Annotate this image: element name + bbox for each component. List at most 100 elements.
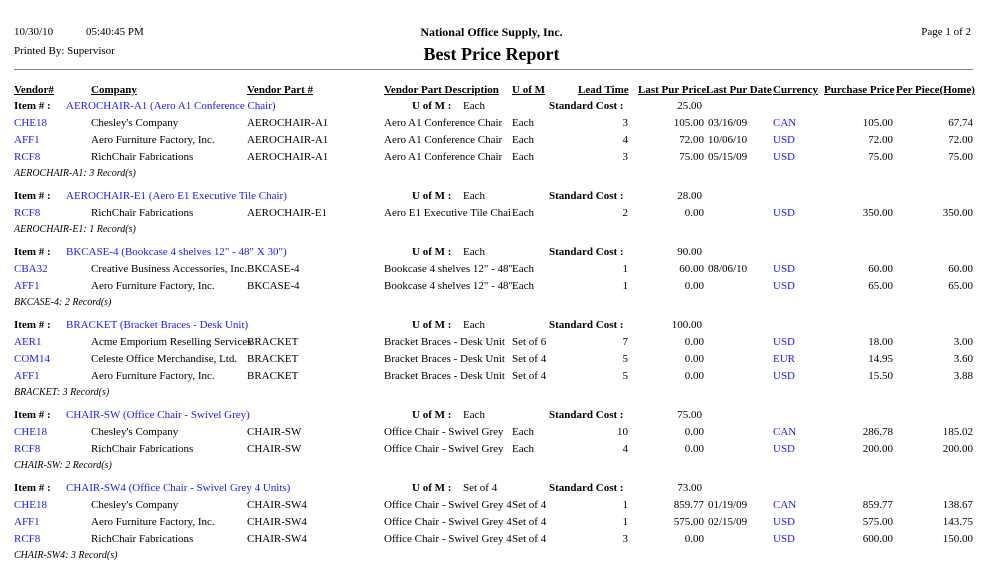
uofm: Each bbox=[512, 151, 534, 163]
col-currency: Currency bbox=[773, 84, 819, 96]
vendor-link[interactable]: CHE18 bbox=[14, 426, 47, 438]
uofm: Each bbox=[512, 280, 534, 292]
uofm-label: U of M : bbox=[412, 319, 452, 331]
currency: USD bbox=[773, 443, 796, 455]
vendor-link[interactable]: AER1 bbox=[14, 336, 42, 348]
vendor-part: AEROCHAIR-E1 bbox=[247, 207, 328, 219]
vendor-link[interactable]: AFF1 bbox=[14, 280, 40, 292]
std-cost-label: Standard Cost : bbox=[549, 409, 624, 421]
item-label: Item # : bbox=[14, 190, 51, 202]
company: Celeste Office Merchandise, Ltd. bbox=[91, 353, 238, 365]
part-description: Office Chair - Swivel Grey bbox=[384, 426, 504, 438]
col-last-date: Last Pur Date bbox=[706, 84, 772, 96]
item-link[interactable]: CHAIR-SW4 (Office Chair - Swivel Grey 4 … bbox=[66, 482, 291, 494]
item-header: Item # : AEROCHAIR-A1 (Aero A1 Conference… bbox=[0, 98, 983, 115]
part-description: Aero A1 Conference Chair bbox=[384, 134, 503, 146]
record-count: AEROCHAIR-A1: 3 Record(s) bbox=[14, 168, 136, 179]
vendor-link[interactable]: RCF8 bbox=[14, 533, 41, 545]
vendor-link[interactable]: RCF8 bbox=[14, 207, 41, 219]
col-lead: Lead Time bbox=[578, 84, 629, 96]
vendor-part: AEROCHAIR-A1 bbox=[247, 134, 329, 146]
vendor-row: AFF1 Aero Furniture Factory, Inc. BKCASE-4… bbox=[0, 278, 983, 295]
item-link[interactable]: BKCASE-4 (Bookcase 4 shelves 12" - 48" X… bbox=[66, 246, 287, 258]
part-description: Bracket Braces - Desk Unit bbox=[384, 336, 505, 348]
vendor-link[interactable]: COM14 bbox=[14, 353, 51, 365]
item-group: Item # : CHAIR-SW (Office Chair - Swivel … bbox=[0, 407, 983, 475]
vendor-row: RCF8 RichChair Fabrications AEROCHAIR-A1 Ae… bbox=[0, 149, 983, 166]
currency: CAN bbox=[773, 499, 797, 511]
company: RichChair Fabrications bbox=[91, 207, 194, 219]
uofm: Each bbox=[512, 443, 534, 455]
currency: USD bbox=[773, 263, 796, 275]
last-pur-price: 0.00 bbox=[684, 353, 704, 365]
item-header: Item # : AEROCHAIR-E1 (Aero E1 Executive … bbox=[0, 188, 983, 205]
uofm-label: U of M : bbox=[412, 100, 452, 112]
uofm: Set of 4 bbox=[512, 353, 547, 365]
item-link[interactable]: AEROCHAIR-A1 (Aero A1 Conference Chair) bbox=[66, 100, 276, 112]
page-number: Page 1 of 2 bbox=[921, 26, 971, 38]
currency: USD bbox=[773, 516, 796, 528]
vendor-link[interactable]: CBA32 bbox=[14, 263, 48, 275]
lead-time: 4 bbox=[622, 443, 629, 455]
record-count: AEROCHAIR-E1: 1 Record(s) bbox=[14, 224, 136, 235]
vendor-row: RCF8 RichChair Fabrications CHAIR-SW Office… bbox=[0, 441, 983, 458]
vendor-part: CHAIR-SW4 bbox=[247, 499, 307, 511]
lead-time: 1 bbox=[622, 263, 629, 275]
lead-time: 1 bbox=[622, 280, 629, 292]
vendor-row: RCF8 RichChair Fabrications CHAIR-SW4 Offic… bbox=[0, 531, 983, 548]
per-piece-home: 138.67 bbox=[942, 499, 973, 511]
vendor-link[interactable]: CHE18 bbox=[14, 499, 47, 511]
item-link[interactable]: CHAIR-SW (Office Chair - Swivel Grey) bbox=[66, 409, 250, 421]
purchase-price: 350.00 bbox=[862, 207, 893, 219]
vendor-part: AEROCHAIR-A1 bbox=[247, 117, 329, 129]
part-description: Office Chair - Swivel Grey 4 U bbox=[384, 516, 512, 528]
vendor-link[interactable]: AFF1 bbox=[14, 516, 40, 528]
vendor-link[interactable]: AFF1 bbox=[14, 134, 40, 146]
item-link[interactable]: BRACKET (Bracket Braces - Desk Unit) bbox=[66, 319, 249, 331]
group-summary-row: CHAIR-SW: 2 Record(s) bbox=[0, 458, 983, 475]
item-label: Item # : bbox=[14, 482, 51, 494]
std-cost-label: Standard Cost : bbox=[549, 100, 624, 112]
per-piece-home: 72.00 bbox=[948, 134, 973, 146]
currency: USD bbox=[773, 370, 796, 382]
last-pur-price: 575.00 bbox=[673, 516, 704, 528]
col-per-piece: Per Piece(Home) bbox=[896, 84, 975, 96]
last-pur-price: 0.00 bbox=[684, 280, 704, 292]
uofm: Set of 4 bbox=[512, 370, 547, 382]
per-piece-home: 3.60 bbox=[953, 353, 973, 365]
vendor-link[interactable]: RCF8 bbox=[14, 151, 41, 163]
last-pur-price: 0.00 bbox=[684, 207, 704, 219]
item-uofm: Each bbox=[463, 100, 485, 112]
printed-by: Printed By: Supervisor bbox=[14, 45, 115, 57]
record-count: BKCASE-4: 2 Record(s) bbox=[14, 297, 112, 308]
company: Chesley's Company bbox=[91, 499, 179, 511]
item-link[interactable]: AEROCHAIR-E1 (Aero E1 Executive Tile Cha… bbox=[66, 190, 287, 202]
per-piece-home: 150.00 bbox=[942, 533, 973, 545]
purchase-price: 14.95 bbox=[868, 353, 893, 365]
company: Aero Furniture Factory, Inc. bbox=[91, 370, 215, 382]
std-cost-value: 73.00 bbox=[677, 482, 702, 494]
item-group: Item # : CHAIR-SW4 (Office Chair - Swivel… bbox=[0, 480, 983, 565]
lead-time: 5 bbox=[622, 353, 629, 365]
vendor-link[interactable]: CHE18 bbox=[14, 117, 47, 129]
vendor-link[interactable]: RCF8 bbox=[14, 443, 41, 455]
vendor-link[interactable]: AFF1 bbox=[14, 370, 40, 382]
purchase-price: 200.00 bbox=[862, 443, 893, 455]
purchase-price: 65.00 bbox=[868, 280, 893, 292]
item-header: Item # : BRACKET (Bracket Braces - Desk U… bbox=[0, 317, 983, 334]
last-pur-date: 01/19/09 bbox=[708, 499, 748, 511]
col-company: Company bbox=[91, 84, 137, 96]
last-pur-date: 02/15/09 bbox=[708, 516, 748, 528]
per-piece-home: 3.00 bbox=[953, 336, 973, 348]
per-piece-home: 60.00 bbox=[948, 263, 973, 275]
purchase-price: 15.50 bbox=[868, 370, 893, 382]
company: Aero Furniture Factory, Inc. bbox=[91, 134, 215, 146]
last-pur-date: 08/06/10 bbox=[708, 263, 748, 275]
company: RichChair Fabrications bbox=[91, 533, 194, 545]
purchase-price: 575.00 bbox=[862, 516, 893, 528]
group-summary-row: AEROCHAIR-A1: 3 Record(s) bbox=[0, 166, 983, 183]
uofm: Each bbox=[512, 263, 534, 275]
part-description: Aero A1 Conference Chair bbox=[384, 117, 503, 129]
report-body: Item # : AEROCHAIR-A1 (Aero A1 Conference… bbox=[0, 98, 983, 566]
